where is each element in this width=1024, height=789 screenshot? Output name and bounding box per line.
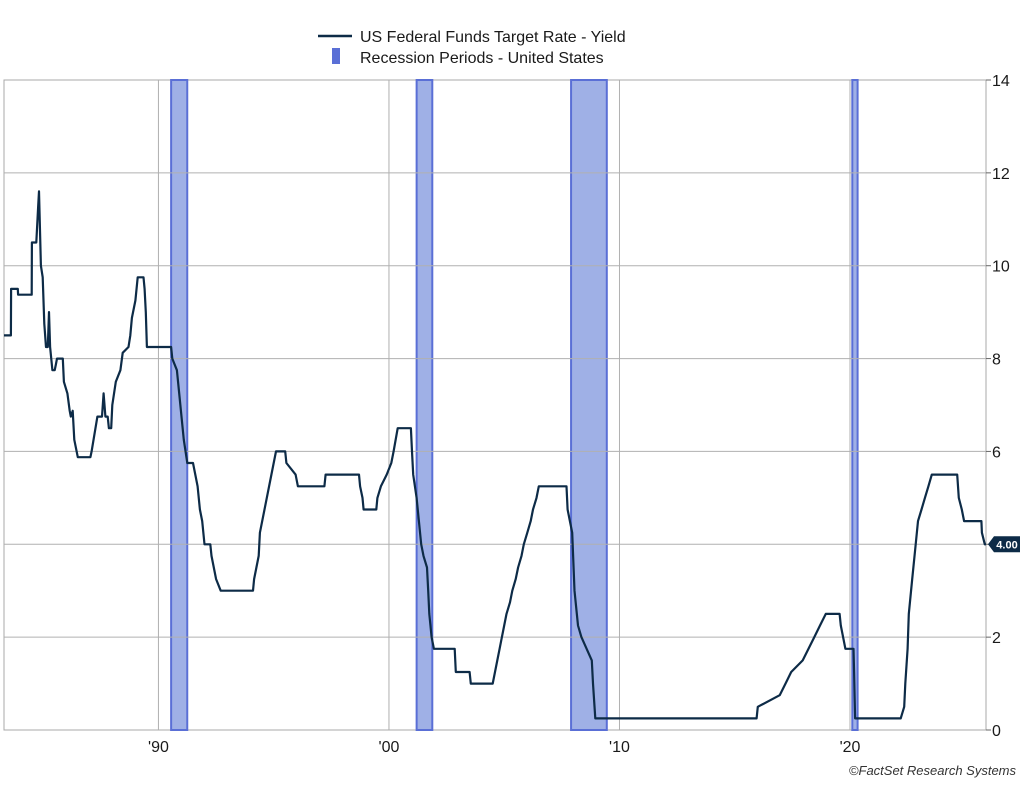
- series-line: [4, 190, 986, 720]
- y-tick-label: 14: [992, 73, 1010, 90]
- y-axis: 02468101214: [986, 73, 1010, 740]
- y-tick-label: 12: [992, 166, 1010, 183]
- recession-band: [851, 79, 859, 731]
- gridlines: [4, 80, 986, 730]
- x-tick-label: '10: [609, 739, 630, 756]
- x-axis: '90 '00 '10 '20: [148, 739, 861, 756]
- footer-credit: ©FactSet Research Systems: [849, 763, 1017, 778]
- y-tick-label: 10: [992, 259, 1010, 276]
- legend-recession-swatch: [332, 48, 340, 64]
- plot-frame: [3, 79, 987, 731]
- x-tick-label: '20: [840, 739, 861, 756]
- series-layer: [4, 190, 986, 720]
- legend: US Federal Funds Target Rate - Yield Rec…: [318, 29, 626, 67]
- recession-bands: [170, 79, 859, 731]
- y-tick-label: 8: [992, 352, 1001, 369]
- last-value-label: 4.00: [996, 539, 1017, 551]
- last-value-badge: 4.00: [988, 536, 1020, 553]
- recession-band: [415, 79, 434, 731]
- legend-label-rate: US Federal Funds Target Rate - Yield: [360, 29, 626, 46]
- y-tick-label: 0: [992, 723, 1001, 740]
- recession-band: [170, 79, 189, 731]
- y-tick-label: 6: [992, 444, 1001, 461]
- x-tick-label: '90: [148, 739, 169, 756]
- last-value-badge-shape: [988, 536, 1020, 553]
- y-tick-label: 2: [992, 630, 1001, 647]
- recession-band: [570, 79, 608, 731]
- legend-label-recession: Recession Periods - United States: [360, 50, 604, 67]
- x-tick-label: '00: [379, 739, 400, 756]
